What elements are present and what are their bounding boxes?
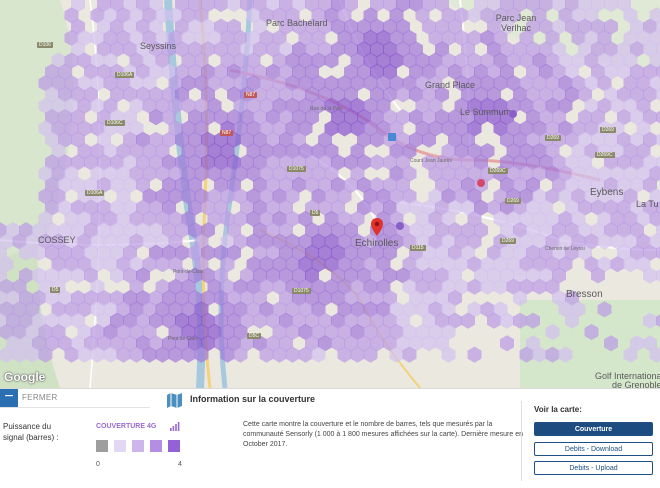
legend-title: Puissance du signal (barres) :	[3, 422, 59, 442]
label-rue-de-la-paix: Rue de la Paix	[310, 106, 343, 112]
road-badge-d5-2: D5	[50, 287, 61, 293]
label-grand-place: Grand Place	[425, 80, 476, 90]
map-icon	[167, 393, 182, 408]
download-speed-button[interactable]: Debits - Download	[534, 442, 653, 456]
road-badge-d106-2: D106A	[85, 190, 105, 196]
close-label[interactable]: FERMER	[22, 393, 58, 402]
close-panel-button[interactable]: −	[0, 389, 18, 407]
legend-scale-min: 0	[96, 461, 100, 468]
road-badge-d106c: D106C	[105, 120, 125, 126]
road-badge-d269: D269	[545, 135, 561, 141]
road-badge-d269-3: D269	[505, 198, 521, 204]
road-badge-d269-4: D269	[500, 238, 516, 244]
minus-icon: −	[4, 388, 14, 405]
signal-bars-icon	[170, 422, 180, 431]
label-golf: Golf International	[595, 371, 660, 381]
info-description: Cette carte montre la couverture et le n…	[243, 421, 524, 448]
coverage-button[interactable]: Couverture	[534, 422, 653, 436]
road-badge-d269-2: D269	[600, 127, 616, 133]
label-parc-bachelard: Parc Bachelard	[266, 18, 328, 28]
label-parc-jean-verlhac: Parc Jean Verlhac	[495, 13, 537, 33]
label-cours-jean-jaures: Cours Jean Jaurès	[410, 158, 452, 164]
label-chemin-eybens: Chemin de Leyssi	[545, 246, 585, 252]
legend-swatch-3	[150, 440, 162, 452]
road-badge-d106a: D106A	[115, 72, 135, 78]
label-seyssins: Seyssins	[140, 41, 177, 51]
road-badge-d1075: D1075	[287, 166, 306, 172]
poi-shopping-icon[interactable]	[396, 222, 404, 230]
legend-swatch-1	[114, 440, 126, 452]
location-pin-icon[interactable]	[371, 218, 383, 236]
upload-speed-button[interactable]: Debits - Upload	[534, 461, 653, 475]
road-badge-d5: D5	[310, 210, 321, 216]
road-badge-d269c: D269C	[488, 168, 508, 174]
coverage-info-panel: − FERMER Information sur la couverture P…	[0, 388, 660, 488]
divider-vertical	[521, 401, 522, 481]
road-badge-d5c: D5C	[247, 333, 262, 339]
google-logo: Google	[4, 370, 46, 384]
info-title: Information sur la couverture	[190, 394, 316, 404]
coverage-overlay	[0, 0, 660, 363]
legend-swatches	[96, 440, 180, 452]
coverage-map[interactable]: Seyssins Parc Bachelard Parc Jean Verlha…	[0, 0, 660, 388]
road-badge-d269c-2: D269C	[595, 152, 615, 158]
poi-hospital-icon[interactable]	[477, 179, 485, 187]
road-badge-d115: D115	[410, 245, 426, 251]
legend-swatch-4	[168, 440, 180, 452]
road-badge-d106: D106	[37, 42, 53, 48]
label-golf-2: de Grenoble	[612, 380, 660, 388]
legend-network-tag: COUVERTURE 4G	[96, 423, 157, 430]
divider	[0, 407, 150, 408]
road-badge-n87: N87	[244, 92, 258, 98]
road-badge-d1075-2: D1075	[292, 288, 311, 294]
legend-scale-max: 4	[178, 461, 182, 468]
view-map-label: Voir la carte:	[534, 405, 582, 414]
label-cossey: COSSEY	[38, 235, 76, 245]
label-porte-claix: Pont-de-Claix	[173, 269, 204, 275]
label-pont-claix: Pont de Claix	[168, 336, 198, 342]
legend-swatch-2	[132, 440, 144, 452]
legend-swatch-0	[96, 440, 108, 452]
road-badge-n87-2: N87	[220, 130, 234, 136]
label-bresson: Bresson	[566, 289, 603, 300]
label-eybens: Eybens	[590, 187, 624, 198]
label-echirolles: Echirolles	[355, 238, 399, 249]
label-le-summum: Le Summum	[460, 107, 512, 117]
label-la-tu: La Tu	[636, 199, 659, 209]
poi-shopping-icon-2[interactable]	[509, 110, 517, 118]
poi-transit-icon[interactable]	[388, 133, 396, 141]
